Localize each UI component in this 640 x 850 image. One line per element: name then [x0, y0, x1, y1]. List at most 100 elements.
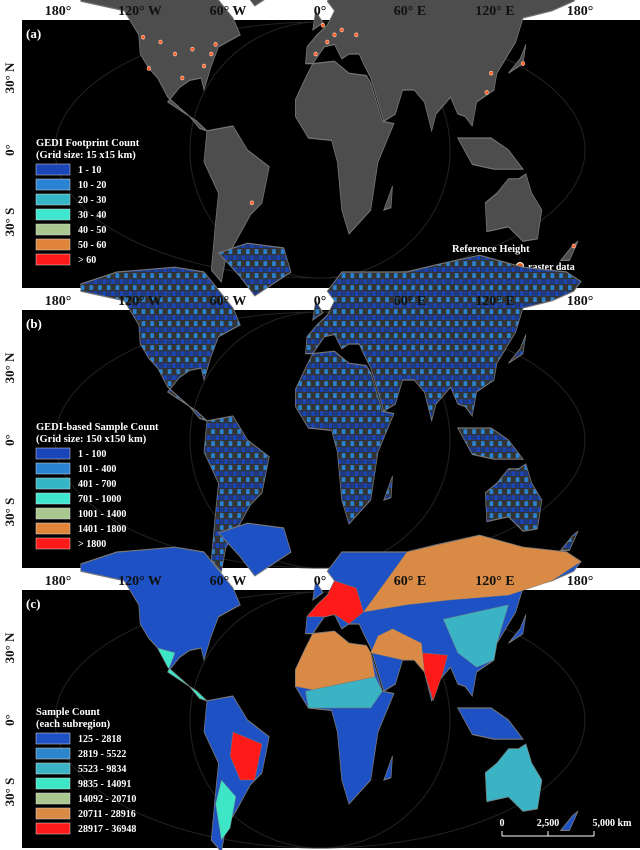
scale-label: 2,500: [537, 818, 560, 829]
longitude-label: 120° W: [118, 294, 162, 309]
reference-site: [354, 32, 359, 38]
reference-site: [213, 42, 218, 47]
region: [216, 780, 236, 840]
reference-site: [571, 243, 576, 249]
reference-site: [488, 70, 494, 76]
region: [306, 677, 383, 708]
reference-site: [520, 61, 526, 66]
legend-swatch: [35, 792, 71, 805]
reference-site: [249, 200, 254, 206]
reference-site: [158, 39, 163, 45]
legend-title: (Grid size: 150 x150 km): [36, 434, 147, 445]
latitude-label: 30° S: [2, 208, 17, 237]
longitude-label: 0°: [314, 574, 327, 589]
legend-swatch: [35, 747, 71, 760]
scale-label: 5,000 km: [593, 818, 633, 829]
legend-swatch: [35, 163, 71, 176]
panel-label: (a): [26, 26, 41, 41]
longitude-label: 120° E: [475, 4, 514, 19]
reference-site: [180, 75, 185, 81]
legend-title: Sample Count: [36, 707, 100, 718]
legend-label: 9835 - 14091: [78, 779, 131, 790]
reference-site: [332, 32, 337, 38]
longitude-label: 60° E: [394, 294, 426, 309]
longitude-label: 180°: [45, 4, 72, 19]
legend-swatch: [35, 462, 71, 475]
latitude-label: 0°: [2, 434, 17, 446]
legend-label: > 60: [78, 255, 96, 266]
legend-title: (Grid size: 15 x15 km): [36, 150, 136, 161]
legend-label: > 1800: [78, 539, 106, 550]
longitude-label: 120° E: [475, 574, 514, 589]
longitude-label: 60° W: [210, 574, 247, 589]
reference-site: [140, 34, 146, 40]
reference-site: [320, 22, 326, 28]
latitude-label: 30° S: [2, 498, 17, 527]
longitude-label: 180°: [45, 294, 72, 309]
latitude-label: 30° N: [2, 632, 17, 663]
longitude-label: 180°: [567, 4, 594, 19]
legend-label: 701 - 1000: [78, 494, 121, 505]
latitude-label: 30° S: [2, 778, 17, 807]
legend-label: 5523 - 9834: [78, 764, 126, 775]
legend-swatch: [35, 537, 71, 550]
longitude-label: 180°: [567, 574, 594, 589]
legend-title: GEDI-based Sample Count: [36, 422, 159, 433]
scale-label: 0: [500, 818, 505, 829]
legend-swatch: [35, 447, 71, 460]
reference-site: [484, 90, 489, 95]
latitude-label: 0°: [2, 144, 17, 156]
longitude-label: 180°: [567, 294, 594, 309]
map: [79, 0, 583, 284]
longitude-label: 120° W: [118, 4, 162, 19]
longitude-label: 120° E: [475, 294, 514, 309]
legend-label: 2819 - 5522: [78, 749, 126, 760]
longitude-label: 60° E: [394, 4, 426, 19]
legend-swatch: [35, 238, 71, 251]
legend-label: 101 - 400: [78, 464, 116, 475]
legend-label: 401 - 700: [78, 479, 116, 490]
region: [371, 629, 425, 672]
longitude-label: 0°: [314, 294, 327, 309]
legend-label: 20 - 30: [78, 195, 106, 206]
longitude-label: 60° E: [394, 574, 426, 589]
legend-label: 40 - 50: [78, 225, 106, 236]
reference-title: Reference Height: [452, 244, 530, 255]
panel-label: (c): [26, 596, 40, 611]
reference-site: [201, 63, 207, 69]
panel: 180° 120° W 60° W 0° 60° E 120° E 180° 30° N 0° 3…: [2, 522, 640, 850]
legend-swatch: [35, 522, 71, 535]
legend-swatch: [35, 492, 71, 505]
legend-label: 28917 - 36948: [78, 824, 136, 835]
legend-title: GEDI Footprint Count: [36, 138, 140, 149]
map: [79, 522, 583, 850]
reference-site: [339, 27, 344, 33]
region: [485, 744, 542, 811]
legend-label: 1001 - 1400: [78, 509, 126, 520]
latitude-label: 30° N: [2, 62, 17, 93]
legend-swatch: [35, 807, 71, 820]
panel-label: (b): [26, 316, 42, 331]
legend-label: 125 - 2818: [78, 734, 121, 745]
legend-swatch: [35, 223, 71, 236]
panel: 180° 120° W 60° W 0° 60° E 120° E 180° 30° N 0° 3…: [2, 0, 640, 288]
reference-site: [313, 51, 318, 57]
longitude-label: 180°: [45, 574, 72, 589]
reference-label: raster data: [528, 262, 575, 273]
region: [158, 648, 207, 701]
legend-label: 10 - 20: [78, 180, 106, 191]
longitude-label: 60° W: [210, 4, 247, 19]
reference-site: [146, 66, 152, 71]
legend-swatch: [35, 208, 71, 221]
legend-label: 30 - 40: [78, 210, 106, 221]
legend-swatch: [35, 477, 71, 490]
longitude-label: 120° W: [118, 574, 162, 589]
legend-label: 20711 - 28916: [78, 809, 136, 820]
region: [443, 605, 508, 667]
legend-swatch: [35, 732, 71, 745]
region: [364, 535, 582, 612]
legend-label: 1 - 10: [78, 165, 101, 176]
legend-swatch: [35, 762, 71, 775]
legend-swatch: [35, 507, 71, 520]
